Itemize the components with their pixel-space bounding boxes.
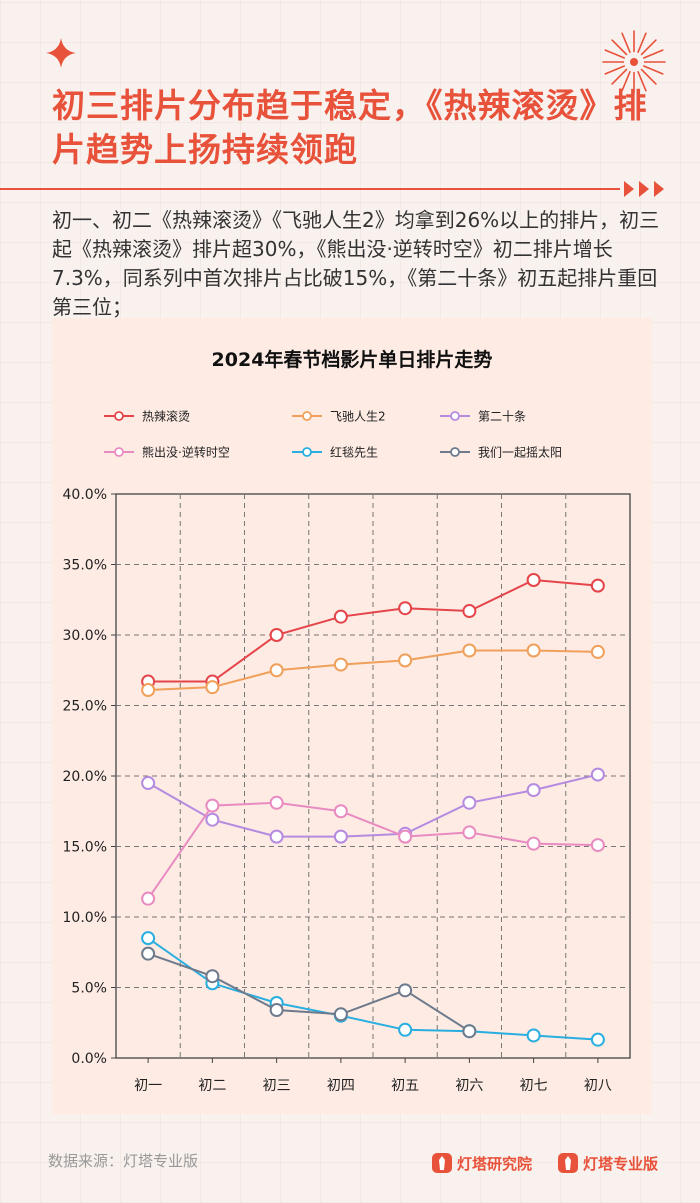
series-line <box>147 801 598 900</box>
series-line <box>148 578 598 683</box>
y-tick-label: 30.0% <box>63 628 107 644</box>
data-point <box>269 795 284 810</box>
legend-label: 红毯先生 <box>330 445 378 460</box>
chart-title: 2024年春节档影片单日排片走势 <box>212 348 493 371</box>
data-point <box>141 891 156 906</box>
y-tick-label: 35.0% <box>63 558 107 574</box>
data-point <box>462 825 477 840</box>
data-point <box>333 829 348 844</box>
chart-card: 2024年春节档影片单日排片走势热辣滚烫 飞驰人生2 第二十条熊出没·逆转时空 红毯先… <box>52 318 652 1114</box>
series-line <box>147 773 599 838</box>
logo-pro-text: 灯塔专业版 <box>583 1154 659 1173</box>
series-line <box>148 649 598 691</box>
data-point <box>590 644 605 659</box>
data-point <box>141 682 156 697</box>
data-point <box>398 829 413 844</box>
logo-pro: 灯塔专业版 <box>558 1151 658 1175</box>
lighthouse-icon <box>432 1153 452 1173</box>
legend-label: 飞驰人生2 <box>330 410 386 424</box>
legend-marker <box>114 447 124 457</box>
x-tick-label: 初三 <box>263 1077 291 1094</box>
series-line <box>147 937 598 1041</box>
data-point <box>462 1024 477 1039</box>
data-point <box>205 680 220 695</box>
data-point <box>526 1028 541 1043</box>
y-tick-label: 40.0% <box>63 487 107 503</box>
data-point <box>141 776 156 791</box>
lighthouse-pro-icon <box>558 1153 578 1173</box>
legend-marker <box>302 447 312 457</box>
logo-research: 灯塔研究院 <box>432 1151 532 1175</box>
title-divider <box>0 188 620 190</box>
y-tick-label: 20.0% <box>63 769 107 785</box>
series-line <box>147 952 470 1033</box>
y-tick-label: 5.0% <box>71 981 107 997</box>
legend-marker <box>450 411 460 421</box>
data-point <box>269 1003 284 1018</box>
data-point <box>590 1032 605 1047</box>
y-tick-label: 25.0% <box>63 699 107 715</box>
data-point <box>590 767 605 782</box>
data-point <box>462 643 477 658</box>
y-tick-label: 0.0% <box>71 1051 107 1067</box>
legend-marker <box>450 447 460 457</box>
x-tick-label: 初六 <box>455 1077 483 1094</box>
legend-label: 熊出没·逆转时空 <box>142 445 230 460</box>
data-point <box>462 795 477 810</box>
data-point <box>333 804 348 819</box>
page-title: 初三排片分布趋于稳定，《热辣滚烫》排片趋势上扬持续领跑 <box>52 86 648 169</box>
data-point <box>526 836 541 851</box>
y-tick-label: 10.0% <box>63 910 107 926</box>
x-tick-label: 初二 <box>198 1077 226 1094</box>
data-point <box>269 628 284 642</box>
data-point <box>590 838 605 853</box>
data-point <box>269 663 284 678</box>
intro-paragraph: 初一、初二《热辣滚烫》《飞驰人生2》均拿到26%以上的排片，初三起《热辣滚烫》排… <box>52 208 660 319</box>
data-point <box>205 812 220 827</box>
legend-label: 我们一起摇太阳 <box>478 445 562 460</box>
x-tick-label: 初八 <box>584 1077 612 1094</box>
x-tick-label: 初七 <box>520 1077 548 1094</box>
legend-label: 第二十条 <box>478 410 526 424</box>
triple-arrow-icon <box>624 181 664 197</box>
logo-research-text: 灯塔研究院 <box>457 1154 533 1173</box>
x-tick-label: 初一 <box>134 1077 162 1094</box>
data-point <box>398 601 413 616</box>
data-point <box>269 829 284 844</box>
legend-marker <box>114 411 124 421</box>
x-tick-label: 初四 <box>327 1077 355 1094</box>
legend-marker <box>302 411 312 421</box>
data-point <box>205 969 220 984</box>
data-point <box>398 983 413 998</box>
data-point <box>526 643 541 658</box>
data-point <box>205 798 220 813</box>
data-point <box>141 946 156 961</box>
data-point <box>398 653 413 668</box>
sparkle-icon <box>46 38 76 68</box>
data-point <box>333 657 348 672</box>
data-point <box>590 578 605 593</box>
firework-icon <box>602 30 666 94</box>
data-point <box>333 609 348 624</box>
data-point <box>333 1007 348 1022</box>
data-point <box>398 1022 413 1037</box>
data-source: 数据来源：灯塔专业版 <box>48 1152 199 1170</box>
data-point <box>526 783 541 798</box>
data-point <box>526 573 541 588</box>
data-point <box>141 931 156 946</box>
y-tick-label: 15.0% <box>63 840 107 856</box>
data-point <box>462 604 477 619</box>
legend-label: 热辣滚烫 <box>142 409 190 424</box>
x-tick-label: 初五 <box>391 1077 419 1094</box>
